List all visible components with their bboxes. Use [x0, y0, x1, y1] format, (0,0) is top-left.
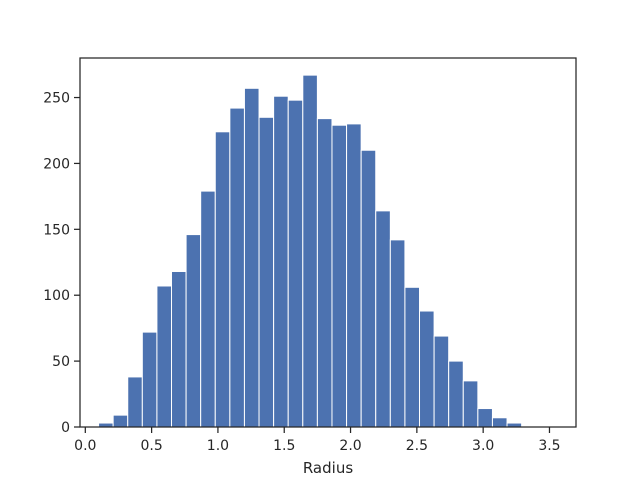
x-axis-title: Radius — [303, 459, 353, 477]
histogram-bar — [389, 239, 406, 428]
x-tick-label: 3.0 — [472, 438, 494, 454]
x-axis-ticks: 0.0 0.5 1.0 1.5 2.0 2.5 3.0 3.5 — [74, 427, 561, 454]
histogram-bar — [127, 376, 143, 428]
histogram-bar — [200, 190, 216, 428]
histogram-bar — [346, 123, 362, 428]
x-tick-label: 3.5 — [538, 438, 560, 454]
histogram-bar — [229, 107, 245, 428]
histogram-bar — [433, 335, 450, 428]
histogram-bar — [302, 74, 318, 428]
x-tick-label: 0.0 — [74, 438, 96, 454]
y-tick-label: 0 — [61, 420, 70, 436]
histogram-bar — [404, 286, 421, 428]
y-tick-label: 250 — [43, 91, 70, 107]
y-tick-label: 150 — [43, 222, 70, 238]
histogram-bar — [419, 310, 435, 428]
y-tick-label: 100 — [43, 288, 70, 304]
x-tick-label: 2.5 — [406, 438, 428, 454]
x-tick-label: 1.5 — [273, 438, 295, 454]
histogram-bar — [477, 408, 493, 428]
plot-frame — [79, 57, 577, 428]
x-tick-label: 0.5 — [140, 438, 162, 454]
histogram-bar — [316, 118, 333, 428]
histogram-bar — [141, 331, 158, 428]
x-tick-label: 1.0 — [207, 438, 229, 454]
y-axis-ticks: 0 50 100 150 200 250 — [43, 91, 80, 436]
histogram-bar — [214, 131, 231, 428]
histogram-bar — [185, 234, 202, 428]
histogram-bar — [331, 124, 348, 428]
histogram-bar — [112, 414, 129, 428]
histogram-bar — [243, 87, 260, 428]
histogram-bar — [491, 417, 508, 428]
bars-group — [98, 74, 523, 428]
y-tick-label: 200 — [43, 156, 70, 172]
histogram-bar — [273, 95, 289, 428]
histogram-bar — [287, 99, 304, 428]
y-tick-label: 50 — [52, 354, 70, 370]
histogram-bar — [375, 210, 391, 428]
histogram-bar — [448, 360, 464, 428]
histogram-bar — [360, 149, 377, 428]
histogram-bar — [171, 270, 187, 428]
x-tick-label: 2.0 — [339, 438, 361, 454]
histogram-bar — [258, 116, 275, 428]
histogram-bar — [462, 380, 479, 428]
histogram-bar — [156, 285, 173, 428]
